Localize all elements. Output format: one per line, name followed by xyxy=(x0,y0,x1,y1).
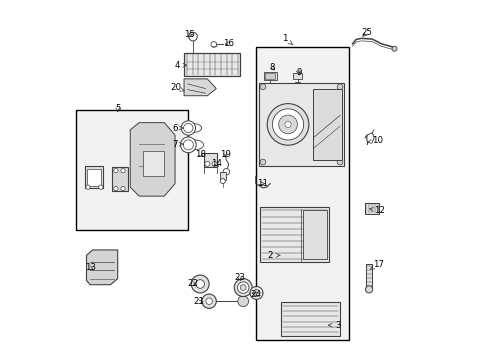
Circle shape xyxy=(206,298,212,305)
Bar xyxy=(184,53,240,76)
Bar xyxy=(366,264,372,288)
Bar xyxy=(313,89,342,160)
Text: 18: 18 xyxy=(195,150,206,159)
Circle shape xyxy=(337,159,343,165)
Text: 9: 9 xyxy=(296,68,301,77)
Circle shape xyxy=(181,121,196,135)
Text: 13: 13 xyxy=(85,264,96,273)
Text: 8: 8 xyxy=(269,63,275,72)
Circle shape xyxy=(205,161,210,166)
Circle shape xyxy=(234,279,252,297)
Text: 19: 19 xyxy=(220,150,231,159)
Circle shape xyxy=(220,179,225,184)
Text: 14: 14 xyxy=(211,159,222,168)
Text: 22: 22 xyxy=(188,279,198,288)
Polygon shape xyxy=(184,79,216,96)
Bar xyxy=(143,151,164,176)
Bar xyxy=(264,72,276,80)
Text: 1: 1 xyxy=(282,34,293,45)
Bar xyxy=(303,211,326,259)
Bar xyxy=(220,172,225,180)
Circle shape xyxy=(392,46,397,51)
Text: 16: 16 xyxy=(223,39,234,48)
Bar xyxy=(265,73,275,78)
Bar xyxy=(256,47,349,339)
Text: 17: 17 xyxy=(370,260,384,270)
Circle shape xyxy=(279,115,297,134)
Circle shape xyxy=(121,186,125,191)
Circle shape xyxy=(223,168,230,175)
Text: 12: 12 xyxy=(369,206,385,215)
Polygon shape xyxy=(87,250,118,285)
Circle shape xyxy=(272,109,304,140)
Circle shape xyxy=(250,287,263,300)
Circle shape xyxy=(253,289,260,297)
Polygon shape xyxy=(130,123,175,196)
Circle shape xyxy=(191,275,209,293)
Circle shape xyxy=(267,104,309,145)
Bar xyxy=(112,167,128,191)
Text: 10: 10 xyxy=(368,136,383,145)
Text: 5: 5 xyxy=(115,104,121,113)
Circle shape xyxy=(238,296,248,307)
Circle shape xyxy=(366,286,373,293)
Circle shape xyxy=(98,185,103,189)
Circle shape xyxy=(183,140,194,150)
Circle shape xyxy=(184,123,193,133)
Text: 23: 23 xyxy=(234,273,245,282)
Bar xyxy=(85,166,103,188)
Circle shape xyxy=(86,185,90,189)
Bar xyxy=(260,207,329,262)
Bar xyxy=(259,83,343,166)
Circle shape xyxy=(196,280,204,288)
Bar xyxy=(365,203,379,214)
Text: 6: 6 xyxy=(172,123,183,132)
Circle shape xyxy=(114,186,118,191)
Text: 7: 7 xyxy=(172,140,183,149)
Circle shape xyxy=(260,159,266,165)
Circle shape xyxy=(337,84,343,90)
Bar xyxy=(87,169,101,186)
Bar xyxy=(294,73,302,78)
Text: 2: 2 xyxy=(268,251,280,260)
Circle shape xyxy=(212,161,217,166)
Circle shape xyxy=(114,168,118,173)
Circle shape xyxy=(260,84,266,90)
Text: 21: 21 xyxy=(194,297,205,306)
Text: 3: 3 xyxy=(328,321,341,330)
Circle shape xyxy=(211,41,217,47)
Circle shape xyxy=(189,32,197,41)
Bar xyxy=(76,110,188,230)
Text: 4: 4 xyxy=(174,61,187,70)
Bar xyxy=(204,153,218,167)
Text: 11: 11 xyxy=(257,179,268,188)
Bar xyxy=(281,302,340,336)
Text: 15: 15 xyxy=(184,30,195,39)
Circle shape xyxy=(240,285,246,291)
Circle shape xyxy=(285,121,291,127)
Circle shape xyxy=(238,282,249,293)
Text: 25: 25 xyxy=(362,28,372,37)
Text: 20: 20 xyxy=(171,83,184,92)
Text: 24: 24 xyxy=(250,289,261,298)
Circle shape xyxy=(180,137,196,153)
Circle shape xyxy=(202,294,216,309)
Circle shape xyxy=(121,168,125,173)
